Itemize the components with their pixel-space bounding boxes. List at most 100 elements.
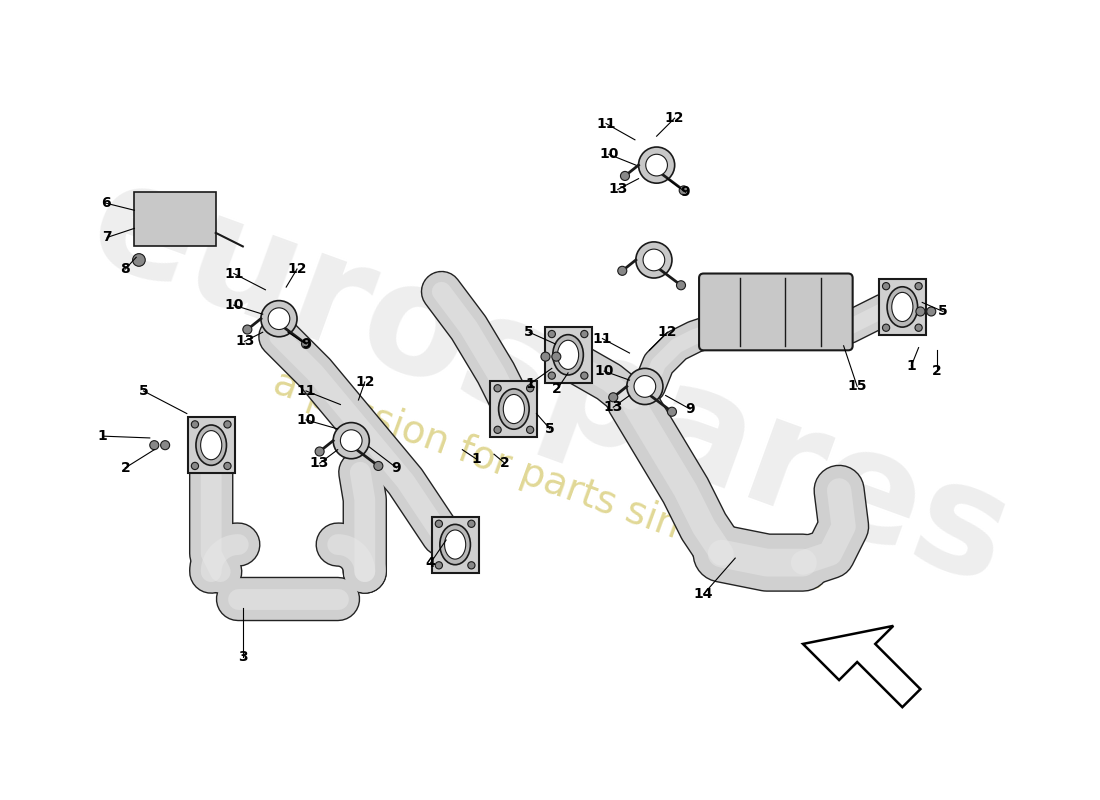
Circle shape [191, 421, 199, 428]
Text: 8: 8 [121, 262, 130, 276]
Bar [431, 517, 478, 573]
Text: 12: 12 [658, 326, 678, 339]
Circle shape [224, 421, 231, 428]
Text: 12: 12 [355, 375, 374, 389]
Text: 1: 1 [906, 358, 916, 373]
Text: 11: 11 [224, 266, 243, 281]
Text: 1: 1 [471, 452, 481, 466]
Circle shape [926, 307, 936, 316]
Ellipse shape [892, 292, 913, 322]
Circle shape [627, 368, 663, 405]
Circle shape [261, 301, 297, 337]
Ellipse shape [440, 524, 471, 565]
Text: 10: 10 [600, 147, 618, 162]
Circle shape [636, 242, 672, 278]
Text: 2: 2 [932, 364, 942, 378]
Circle shape [581, 372, 587, 379]
Circle shape [618, 266, 627, 275]
Text: 6: 6 [101, 196, 110, 210]
Circle shape [581, 330, 587, 338]
Circle shape [676, 281, 685, 290]
Circle shape [133, 254, 145, 266]
Text: 9: 9 [392, 461, 402, 474]
Circle shape [333, 422, 370, 458]
Bar [544, 327, 592, 383]
Circle shape [494, 426, 502, 434]
Circle shape [548, 372, 556, 379]
FancyBboxPatch shape [700, 274, 852, 350]
Text: 4: 4 [426, 556, 436, 570]
Text: 13: 13 [608, 182, 627, 197]
Text: 2: 2 [552, 382, 562, 396]
Ellipse shape [553, 334, 583, 375]
Circle shape [191, 462, 199, 470]
Text: 7: 7 [102, 230, 112, 244]
Text: 10: 10 [594, 364, 614, 378]
Ellipse shape [498, 389, 529, 429]
Text: 11: 11 [596, 117, 616, 130]
Circle shape [224, 462, 231, 470]
Text: a passion for parts since 1985: a passion for parts since 1985 [267, 363, 833, 599]
Text: 13: 13 [310, 456, 329, 470]
Text: 5: 5 [525, 326, 535, 339]
Circle shape [243, 325, 252, 334]
Circle shape [915, 282, 922, 290]
Text: 3: 3 [238, 650, 248, 665]
Circle shape [468, 562, 475, 569]
Ellipse shape [558, 340, 579, 370]
Text: 5: 5 [546, 422, 554, 436]
Text: 11: 11 [296, 384, 316, 398]
Circle shape [150, 441, 158, 450]
Text: 9: 9 [685, 402, 695, 416]
Circle shape [679, 186, 689, 195]
Text: 11: 11 [593, 331, 613, 346]
Text: 5: 5 [938, 305, 948, 318]
Bar [188, 417, 234, 473]
Bar [491, 381, 538, 437]
Text: 1: 1 [525, 377, 535, 390]
Ellipse shape [196, 425, 227, 466]
Circle shape [268, 308, 289, 330]
Text: 5: 5 [139, 384, 148, 398]
Text: 9: 9 [301, 337, 311, 351]
Text: eurospares: eurospares [70, 146, 1030, 617]
Polygon shape [803, 626, 921, 707]
Circle shape [882, 324, 890, 331]
Circle shape [315, 447, 324, 456]
Text: 10: 10 [296, 413, 316, 427]
Circle shape [161, 441, 169, 450]
Circle shape [527, 385, 534, 392]
Circle shape [634, 376, 656, 398]
Ellipse shape [200, 430, 222, 460]
Circle shape [552, 352, 561, 361]
Circle shape [644, 249, 664, 271]
Text: 13: 13 [604, 400, 623, 414]
Text: 2: 2 [500, 456, 509, 470]
Bar [134, 192, 216, 246]
Circle shape [638, 147, 674, 183]
Circle shape [374, 462, 383, 470]
Text: 2: 2 [121, 461, 130, 474]
Text: 13: 13 [235, 334, 254, 348]
Circle shape [527, 426, 534, 434]
Circle shape [916, 307, 925, 316]
Text: 15: 15 [847, 379, 867, 394]
Circle shape [646, 154, 668, 176]
Text: 1: 1 [98, 429, 108, 443]
Circle shape [301, 339, 310, 349]
Text: 10: 10 [224, 298, 243, 312]
Text: 12: 12 [664, 111, 684, 125]
Circle shape [608, 393, 618, 402]
Circle shape [668, 407, 676, 416]
Circle shape [468, 520, 475, 527]
Circle shape [548, 330, 556, 338]
Circle shape [915, 324, 922, 331]
Circle shape [436, 520, 442, 527]
Ellipse shape [444, 530, 465, 559]
Text: 9: 9 [681, 186, 691, 199]
Circle shape [436, 562, 442, 569]
Ellipse shape [504, 394, 525, 423]
Circle shape [541, 352, 550, 361]
Circle shape [882, 282, 890, 290]
Ellipse shape [887, 286, 917, 327]
